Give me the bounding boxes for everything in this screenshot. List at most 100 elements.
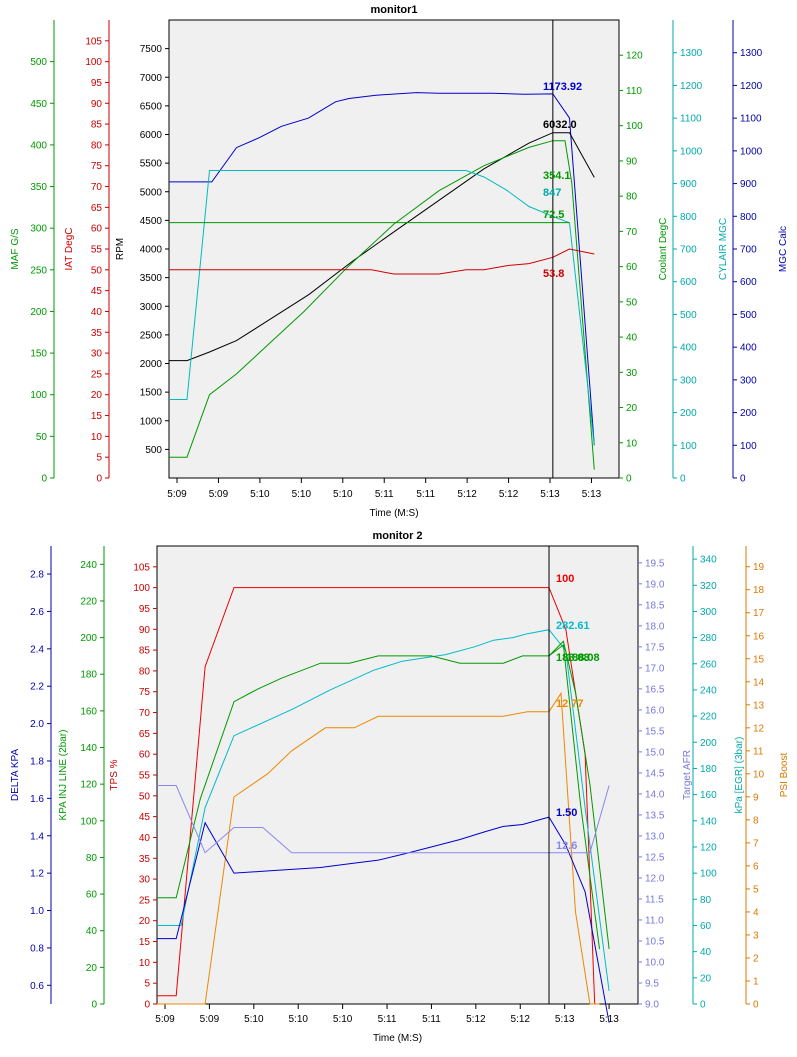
plot-area	[156, 545, 639, 1005]
y-tick-label: 5	[144, 979, 150, 990]
x-tick-label: 5:09	[167, 489, 187, 500]
y-tick-label: 70	[626, 227, 638, 238]
y-tick-label: 100	[30, 390, 47, 401]
series-value-label: 6032.0	[543, 119, 577, 131]
y-tick-label: 700	[740, 245, 757, 256]
y-axis-cylair: 0 100 200 300 400 500 600 700 800 900 1000 1100 1200…	[672, 20, 729, 485]
y-tick-label: 500	[740, 310, 757, 321]
y-tick-label: 0	[41, 474, 47, 485]
y-tick-label: 400	[680, 343, 697, 354]
y-tick-label: 13.0	[645, 831, 665, 842]
y-tick-label: 1.4	[30, 831, 44, 842]
x-tick-label: 5:13	[582, 489, 602, 500]
y-tick-label: 2.8	[30, 570, 44, 581]
y-tick-label: 120	[700, 842, 717, 853]
series-value-label: 12.6	[556, 840, 577, 852]
x-tick-label: 5:11	[375, 489, 394, 500]
y-tick-label: 12.0	[645, 873, 665, 884]
y-tick-label: 75	[91, 161, 103, 172]
y-tick-label: 40	[626, 333, 638, 344]
y-tick-label: 220	[700, 712, 717, 723]
y-tick-label: 50	[36, 432, 48, 443]
y-tick-label: 800	[740, 212, 757, 223]
y-tick-label: 1300	[680, 48, 703, 59]
y-tick-label: 2.0	[30, 719, 44, 730]
y-tick-label: 35	[91, 328, 103, 339]
series-line	[169, 92, 595, 446]
y-tick-label: 400	[740, 343, 757, 354]
y-tick-label: 100	[80, 816, 97, 827]
y-tick-label: 9.5	[645, 978, 659, 989]
series-value-label: 354.1	[543, 170, 571, 182]
y-tick-label: 50	[626, 297, 638, 308]
y-tick-label: 9.0	[645, 1000, 659, 1011]
y-tick-label: 20	[700, 973, 712, 984]
y-tick-label: 3000	[140, 302, 163, 313]
series-line	[157, 640, 610, 950]
y-tick-label: 90	[626, 156, 638, 167]
y-tick-label: 100	[85, 57, 102, 68]
y-tick-label: 500	[30, 57, 47, 68]
y-tick-label: 600	[680, 277, 697, 288]
y-tick-label: 105	[85, 36, 102, 47]
y-tick-label: 13.5	[645, 810, 665, 821]
series-value-label: 53.8	[543, 268, 564, 280]
y-tick-label: 1200	[680, 81, 703, 92]
x-tick-label: 5:09	[209, 489, 229, 500]
y-tick-label: 3	[753, 930, 759, 941]
series-line	[169, 248, 595, 275]
y-axis-kpa2: 0 20 40 60 80 100 120 140 160 180 200 220 240 KPA INJ…	[58, 546, 105, 1011]
y-tick-label: 2	[753, 953, 759, 964]
y-tick-label: 20	[91, 390, 103, 401]
y-tick-label: 55	[91, 245, 103, 256]
y-tick-label: 2500	[140, 330, 163, 341]
chart-title: monitor1	[370, 4, 417, 16]
y-tick-label: 1100	[740, 114, 762, 125]
y-tick-label: 1.0	[30, 906, 44, 917]
y-tick-label: 20	[626, 403, 638, 414]
y-axis-label: IAT DegC	[64, 228, 75, 271]
y-tick-label: 500	[680, 310, 697, 321]
y-tick-label: 140	[700, 816, 717, 827]
y-tick-label: 18.5	[645, 600, 665, 611]
x-tick-label: 5:12	[499, 489, 519, 500]
y-tick-label: 1.2	[30, 869, 44, 880]
x-tick-label: 5:12	[457, 489, 477, 500]
y-tick-label: 260	[700, 659, 717, 670]
y-tick-label: 17	[753, 608, 765, 619]
y-tick-label: 0	[700, 1000, 706, 1011]
y-tick-label: 35	[139, 854, 151, 865]
series-value-label: 12.77	[556, 698, 584, 710]
y-tick-label: 25	[139, 895, 151, 906]
y-tick-label: 40	[91, 307, 103, 318]
y-tick-label: 15	[91, 411, 103, 422]
y-tick-label: 5	[96, 453, 102, 464]
y-tick-label: 80	[700, 895, 712, 906]
y-axis-label: MGC Calc	[778, 226, 789, 272]
y-tick-label: 9	[753, 792, 759, 803]
y-tick-label: 15.5	[645, 726, 665, 737]
x-tick-label: 5:10	[333, 489, 353, 500]
series-line	[157, 785, 610, 854]
y-tick-label: 1100	[680, 114, 702, 125]
series-value-label: 72.5	[543, 209, 564, 221]
y-tick-label: 75	[139, 687, 151, 698]
y-axis-label: DELTA KPA	[10, 749, 21, 802]
y-tick-label: 340	[700, 555, 717, 566]
y-tick-label: 45	[139, 812, 151, 823]
y-tick-label: 12.5	[645, 852, 665, 863]
x-axis-label: Time (M:S)	[373, 1033, 422, 1044]
series-value-label: 1.50	[556, 807, 577, 819]
y-tick-label: 40	[700, 947, 712, 958]
y-tick-label: 700	[680, 245, 697, 256]
y-tick-label: 13	[753, 700, 765, 711]
y-tick-label: 2.2	[30, 682, 44, 693]
y-tick-label: 140	[80, 743, 97, 754]
y-tick-label: 10	[91, 432, 103, 443]
y-tick-label: 5000	[140, 187, 163, 198]
y-tick-label: 1500	[140, 388, 163, 399]
y-tick-label: 1.6	[30, 794, 44, 805]
y-tick-label: 1	[753, 976, 759, 987]
y-tick-label: 0	[91, 1000, 97, 1011]
